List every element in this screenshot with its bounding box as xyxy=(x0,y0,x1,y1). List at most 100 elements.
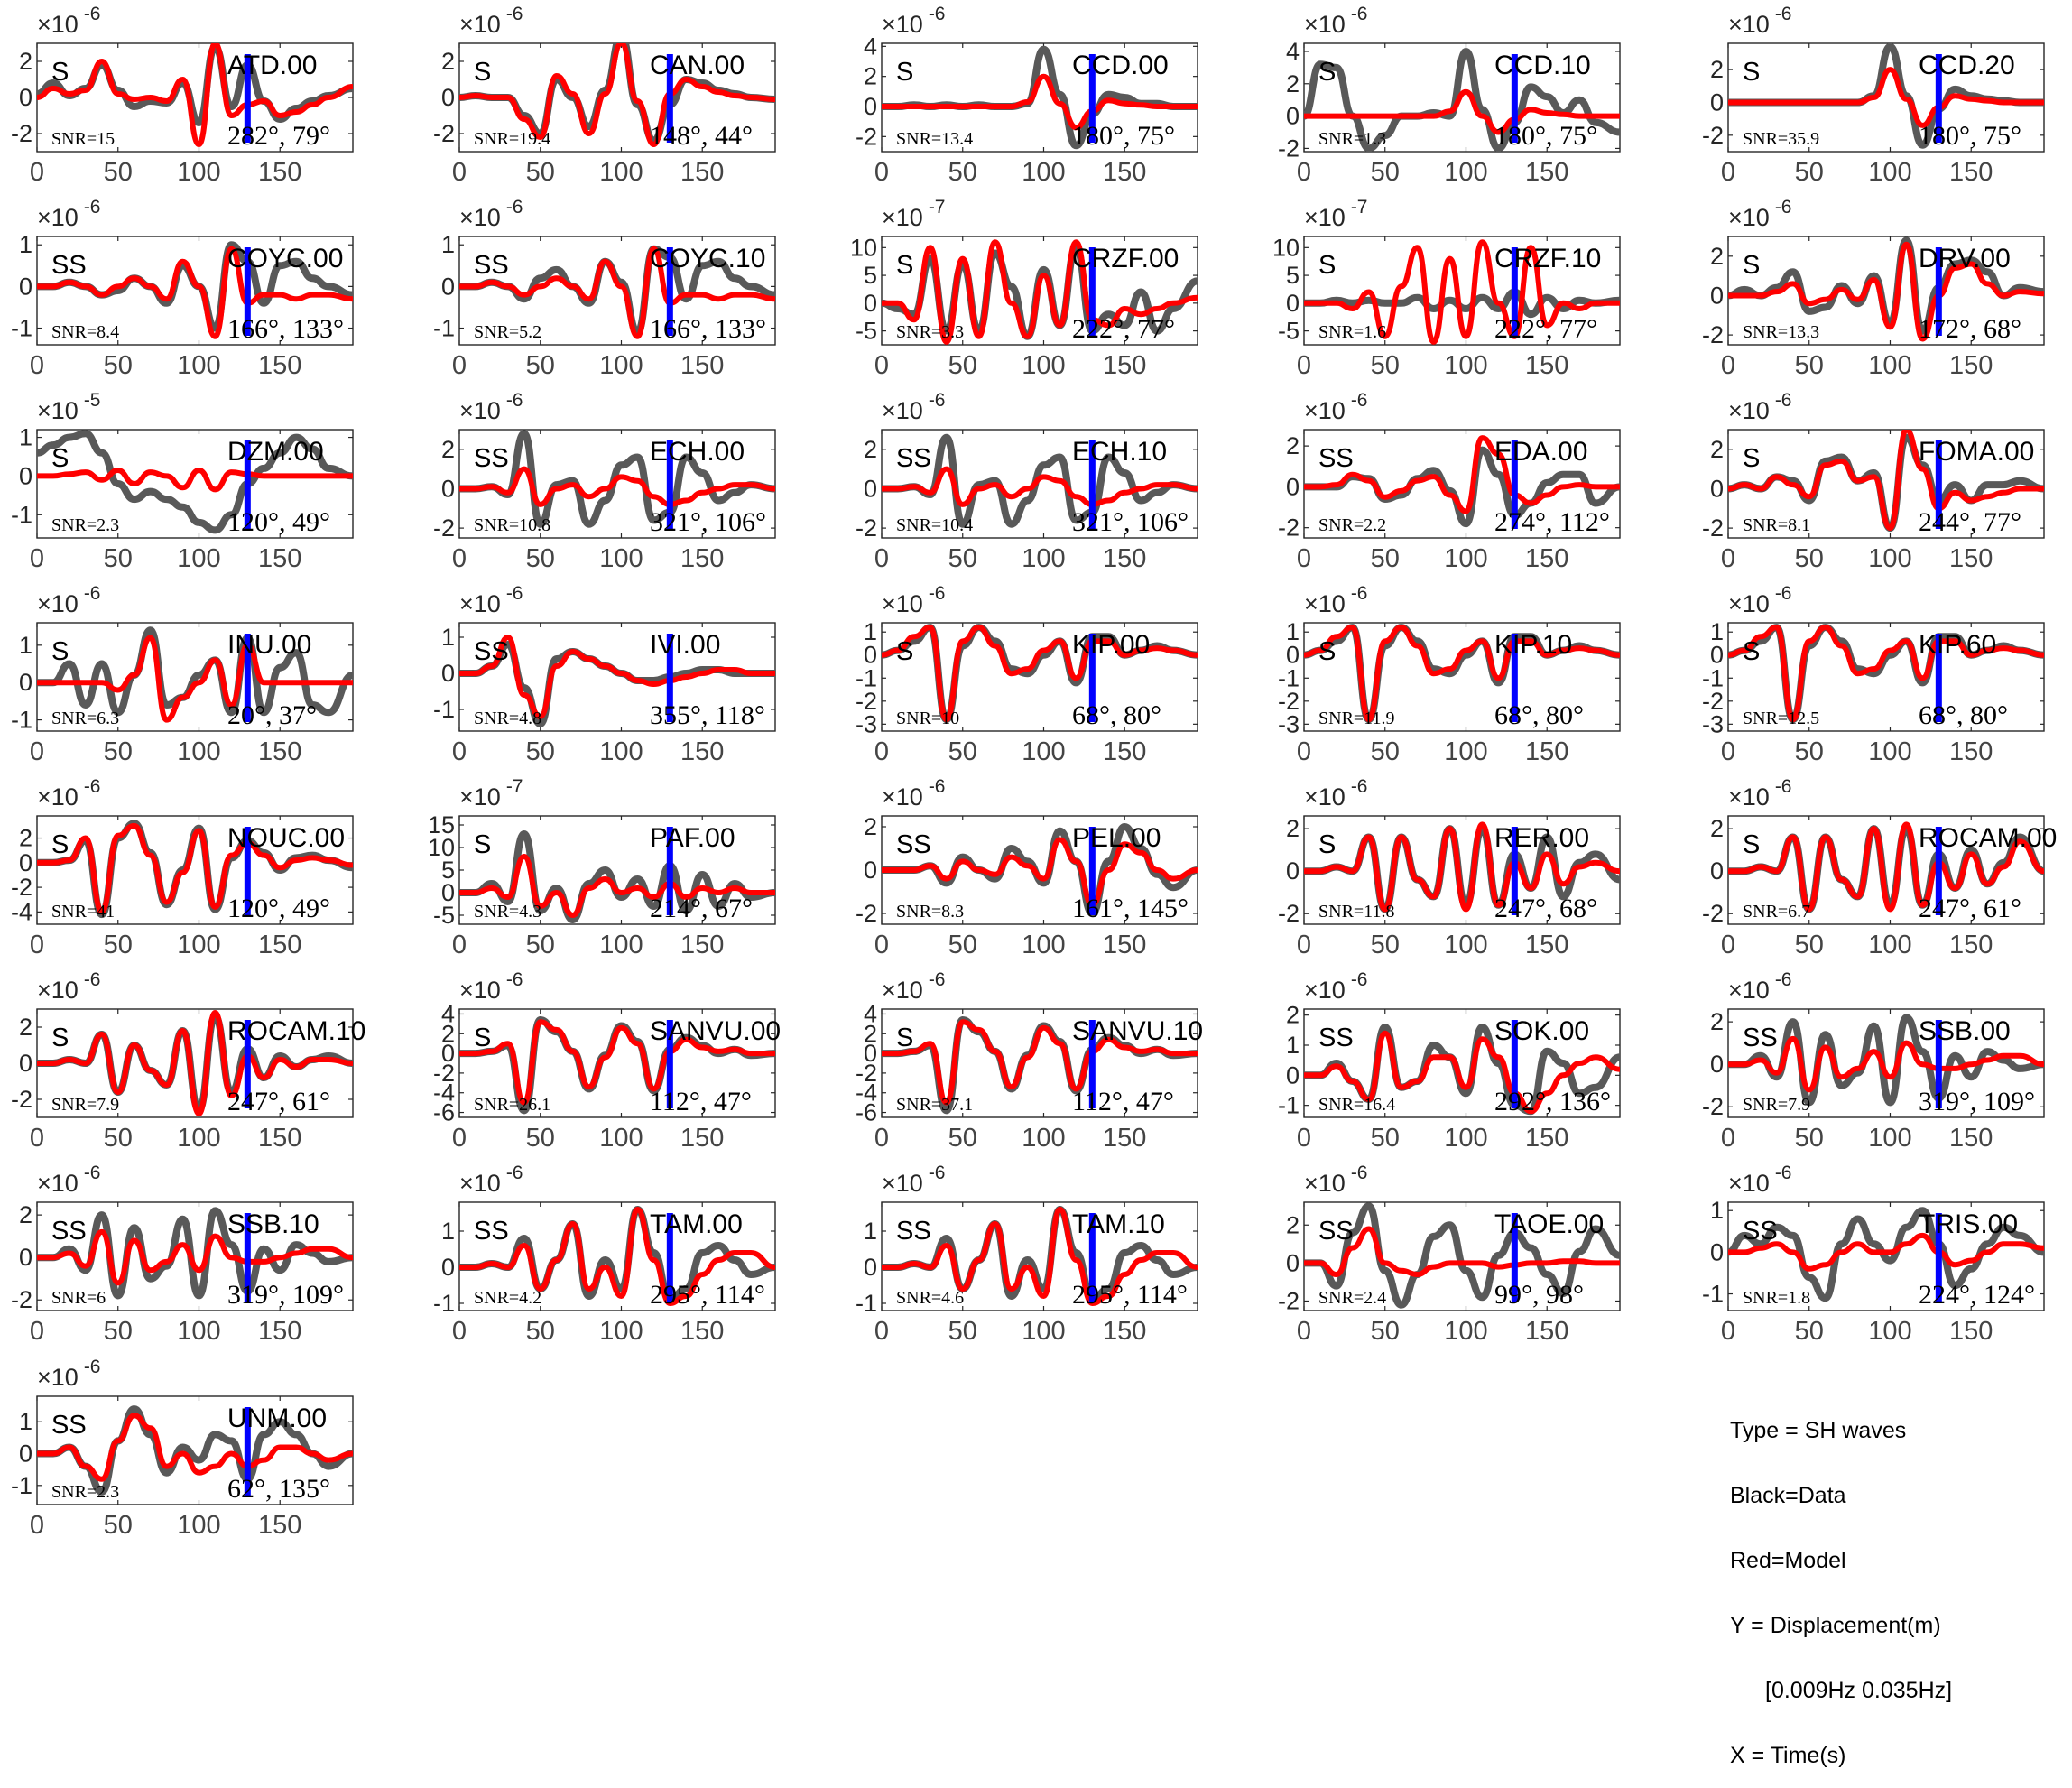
y-tick-label: -2 xyxy=(1278,134,1300,162)
x-tick-label: 150 xyxy=(680,544,724,573)
y-tick-label: 0 xyxy=(19,1441,32,1468)
x-tick-label: 0 xyxy=(874,544,889,573)
exponent-label: ×10 -6 xyxy=(37,4,101,38)
x-tick-label: 150 xyxy=(1949,351,1993,380)
series-group xyxy=(37,1405,353,1496)
phase-label: S xyxy=(1318,637,1336,666)
y-tick-label: -5 xyxy=(433,902,455,929)
x-tick-label: 50 xyxy=(1371,931,1400,959)
panel-ssb-00: -2 0 2 0 50 100 150 ×10 -6 SS SSB.00 SNR=7.9 319°, 1… xyxy=(1702,969,2045,1153)
x-tick-label: 0 xyxy=(452,737,467,766)
x-tick-label: 0 xyxy=(30,1317,44,1346)
x-tick-label: 0 xyxy=(874,158,889,187)
y-tick-label: 2 xyxy=(19,48,32,75)
series-group xyxy=(459,430,775,528)
x-tick-label: 150 xyxy=(1103,737,1146,766)
exponent-label: ×10 -6 xyxy=(37,776,101,811)
snr-label: SNR=37.1 xyxy=(896,1095,973,1115)
x-tick-label: 150 xyxy=(680,1317,724,1346)
model-trace xyxy=(1304,625,1620,723)
y-tick-label: -1 xyxy=(1278,1092,1300,1119)
station-label: CRZF.10 xyxy=(1494,244,1601,273)
model-trace xyxy=(882,1207,1198,1306)
y-tick-label: 2 xyxy=(1286,1211,1300,1238)
series-group xyxy=(1728,821,2044,913)
y-tick-label: 1 xyxy=(1286,618,1300,645)
snr-label: SNR=8.1 xyxy=(1743,515,1810,535)
phase-label: S xyxy=(1743,251,1760,280)
y-tick-label: 0 xyxy=(1286,473,1300,500)
phase-label: S xyxy=(1318,830,1336,859)
exponent-label: ×10 -7 xyxy=(882,197,946,231)
y-tick-label: -2 xyxy=(856,123,877,150)
phase-label: SS xyxy=(51,1411,87,1440)
legend-black: Black=Data xyxy=(1730,1483,1846,1508)
phase-label: SS xyxy=(51,251,87,280)
x-tick-label: 100 xyxy=(177,1317,220,1346)
station-label: SANVU.00 xyxy=(650,1016,781,1046)
panel-ccd-00: -2 0 2 4 0 50 100 150 ×10 -6 S CCD.00 SNR=13.4 180°, … xyxy=(856,4,1198,187)
exponent-label: ×10 -6 xyxy=(882,390,946,424)
model-trace xyxy=(1728,67,2044,128)
y-tick-label: -2 xyxy=(11,1086,32,1113)
x-tick-label: 0 xyxy=(1297,351,1311,380)
panel-ssb-10: -2 0 2 0 50 100 150 ×10 -6 SS SSB.10 SNR=6 319°, 109… xyxy=(11,1163,354,1346)
exponent-label: ×10 -6 xyxy=(1728,4,1792,38)
y-tick-label: 1 xyxy=(864,618,877,645)
model-trace xyxy=(882,466,1198,507)
x-tick-label: 150 xyxy=(1949,1317,1993,1346)
panel-can-00: -2 0 2 0 50 100 150 ×10 -6 S CAN.00 SNR=19.4 148°, 4… xyxy=(433,4,776,187)
exponent-label: ×10 -6 xyxy=(882,4,946,38)
angles-label: 224°, 124° xyxy=(1919,1280,2035,1310)
y-tick-label: 1 xyxy=(1710,1197,1724,1224)
angles-label: 180°, 75° xyxy=(1072,121,1175,151)
series-group xyxy=(1304,1024,1620,1116)
phase-label: S xyxy=(51,444,69,473)
phase-label: S xyxy=(1318,251,1336,280)
exponent-label: ×10 -6 xyxy=(459,390,523,424)
snr-label: SNR=4.8 xyxy=(474,709,541,728)
x-tick-label: 100 xyxy=(177,931,220,959)
model-trace xyxy=(459,635,775,719)
model-trace xyxy=(882,1019,1198,1106)
model-trace xyxy=(1304,435,1620,514)
y-tick-label: 0 xyxy=(1710,88,1724,116)
y-tick-label: -6 xyxy=(856,1099,877,1126)
y-tick-label: -2 xyxy=(856,900,877,927)
angles-label: 68°, 80° xyxy=(1072,700,1161,730)
x-tick-label: 150 xyxy=(258,544,301,573)
y-tick-label: -1 xyxy=(11,707,32,734)
series-group xyxy=(882,239,1198,345)
station-label: TAOE.00 xyxy=(1494,1209,1604,1239)
x-tick-label: 150 xyxy=(1525,351,1568,380)
x-tick-label: 0 xyxy=(30,544,44,573)
y-tick-label: 0 xyxy=(1710,1238,1724,1265)
x-tick-label: 50 xyxy=(948,544,977,573)
x-tick-label: 100 xyxy=(1022,931,1065,959)
phase-label: SS xyxy=(51,1217,87,1246)
data-trace xyxy=(37,430,353,534)
x-tick-label: 150 xyxy=(1525,1317,1568,1346)
y-tick-label: 2 xyxy=(1710,1008,1724,1035)
y-tick-label: 0 xyxy=(864,1254,877,1281)
phase-label: S xyxy=(474,1024,491,1052)
angles-label: 355°, 118° xyxy=(650,700,765,730)
snr-label: SNR=13.4 xyxy=(896,129,973,149)
series-group xyxy=(459,1016,775,1115)
station-label: EDA.00 xyxy=(1494,437,1587,467)
x-tick-label: 100 xyxy=(599,1124,643,1153)
station-label: ECH.00 xyxy=(650,437,745,467)
x-tick-label: 0 xyxy=(1721,351,1735,380)
exponent-label: ×10 -6 xyxy=(459,4,523,38)
x-tick-label: 100 xyxy=(1022,1124,1065,1153)
y-tick-label: 0 xyxy=(864,857,877,884)
y-tick-label: 2 xyxy=(441,1020,455,1047)
x-tick-label: 100 xyxy=(599,1317,643,1346)
model-trace xyxy=(37,43,353,147)
angles-label: 20°, 37° xyxy=(227,700,317,730)
angles-label: 295°, 114° xyxy=(650,1280,765,1310)
series-group xyxy=(1728,236,2044,342)
